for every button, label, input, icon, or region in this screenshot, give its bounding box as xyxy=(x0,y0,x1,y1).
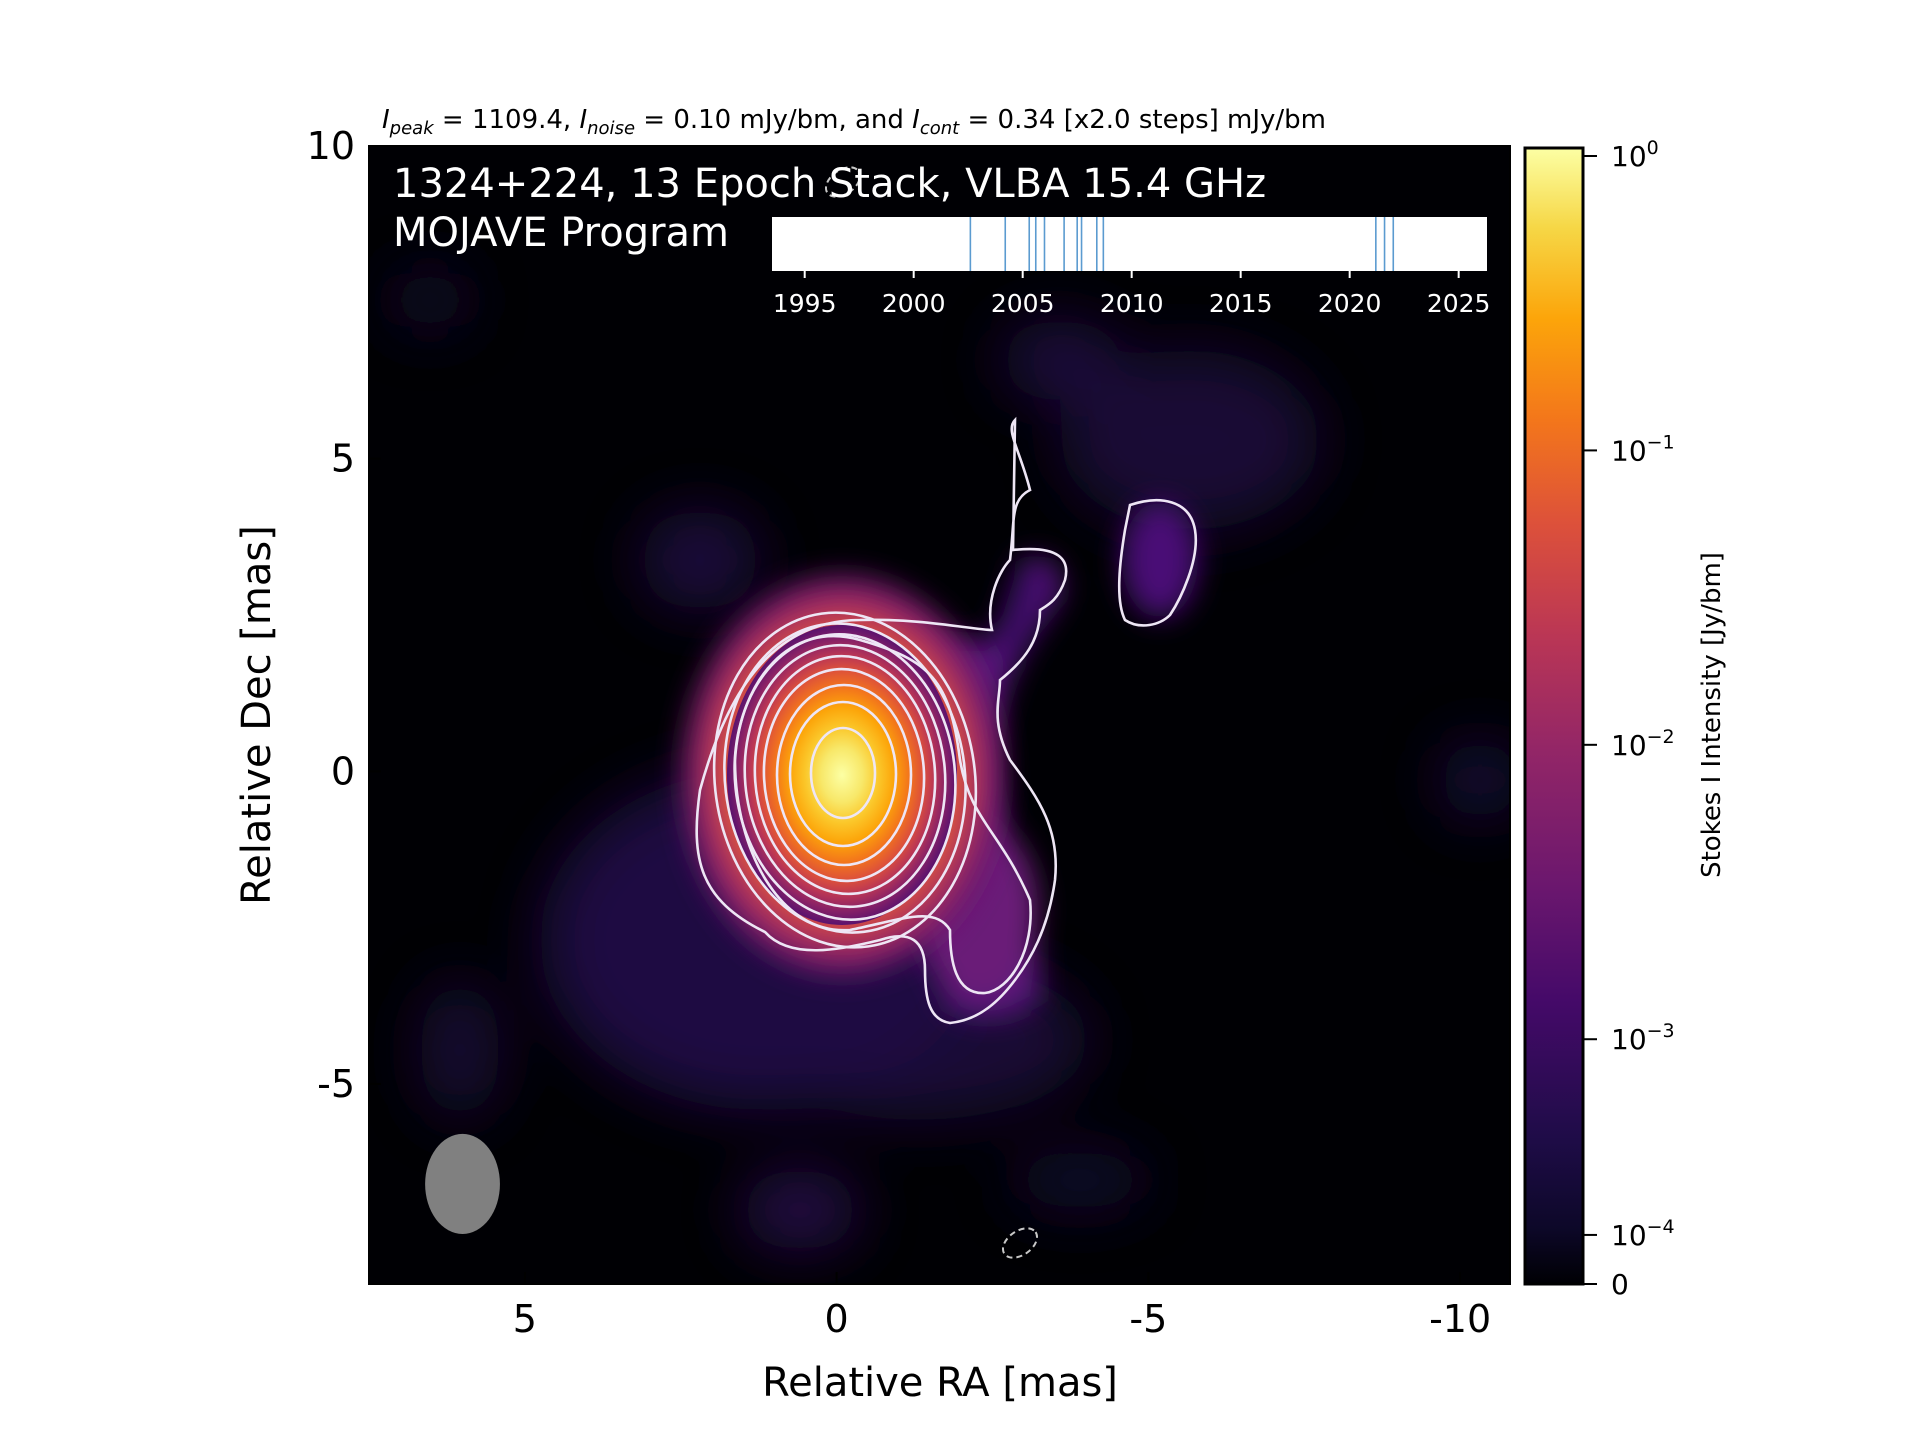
colorbar-tick-label: 10−4 xyxy=(1611,1216,1675,1252)
colorbar-label: Stokes I Intensity [Jy/bm] xyxy=(1697,552,1727,878)
x-tick-label: 0 xyxy=(825,1297,849,1341)
contour-level-7 xyxy=(743,643,947,909)
epoch-timeline-inset: 1995 2000 2005 2010 2015 2020 2025 xyxy=(772,217,1490,318)
y-tick-label: 0 xyxy=(331,749,355,793)
dashed-marker-lower xyxy=(1001,1227,1039,1259)
contour-level-9 xyxy=(762,667,926,883)
overlay-title-line-1: 1324+224, 13 Epoch Stack, VLBA 15.4 GHz xyxy=(393,161,1266,207)
contour-level-5 xyxy=(723,622,967,934)
contour-level-6 xyxy=(733,633,957,921)
contour-level-3 xyxy=(1117,499,1198,627)
contour-level-4 xyxy=(712,611,978,949)
y-axis-label: Relative Dec [mas] xyxy=(234,525,280,905)
epoch-tick-label: 2000 xyxy=(882,289,946,318)
y-tick-label: 5 xyxy=(331,437,355,481)
y-tick-label: 10 xyxy=(307,124,355,168)
colorbar-tick-label: 10−1 xyxy=(1611,431,1675,467)
contour-set xyxy=(695,416,1198,1025)
epoch-tick-label: 2015 xyxy=(1209,289,1273,318)
beam-ellipse xyxy=(425,1133,500,1234)
x-axis-label: Relative RA [mas] xyxy=(762,1360,1118,1406)
colorbar-tick-label: 10−3 xyxy=(1611,1020,1675,1056)
colorbar: 100 10−1 10−2 10−3 10−4 0 Stokes I Intensity … xyxy=(1523,137,1727,1301)
image-frame xyxy=(368,145,1511,1285)
y-tick-label: -5 xyxy=(317,1062,355,1106)
x-tick-label: -10 xyxy=(1429,1297,1491,1341)
stats-line: Ipeak = 1109.4, Inoise = 0.10 mJy/bm, an… xyxy=(382,105,1326,139)
contour-level-12 xyxy=(809,726,877,820)
dashed-marker-upper xyxy=(824,166,862,198)
contour-level-2 xyxy=(733,634,1032,995)
colorbar-tick-label: 10−2 xyxy=(1611,726,1675,762)
epoch-tick-label: 1995 xyxy=(773,289,837,318)
x-tick-label: 5 xyxy=(513,1297,537,1341)
epoch-tick-label: 2020 xyxy=(1318,289,1382,318)
epoch-tick-label: 2010 xyxy=(1100,289,1164,318)
epoch-tick-label: 2005 xyxy=(991,289,1055,318)
colorbar-tick-label: 100 xyxy=(1611,137,1659,173)
image-panel: 1324+224, 13 Epoch Stack, VLBA 15.4 GHz … xyxy=(307,124,1511,1341)
epoch-timeline-box xyxy=(772,217,1487,271)
epoch-tick-label: 2025 xyxy=(1427,289,1491,318)
contour-level-11 xyxy=(788,700,898,848)
contour-level-10 xyxy=(775,683,913,867)
x-tick-label: -5 xyxy=(1129,1297,1167,1341)
colorbar-tick-label: 0 xyxy=(1611,1268,1629,1301)
colorbar-gradient xyxy=(1523,146,1585,1286)
contour-level-1 xyxy=(695,416,1068,1025)
overlay-title-line-2: MOJAVE Program xyxy=(393,210,729,256)
contour-level-8 xyxy=(753,654,937,896)
